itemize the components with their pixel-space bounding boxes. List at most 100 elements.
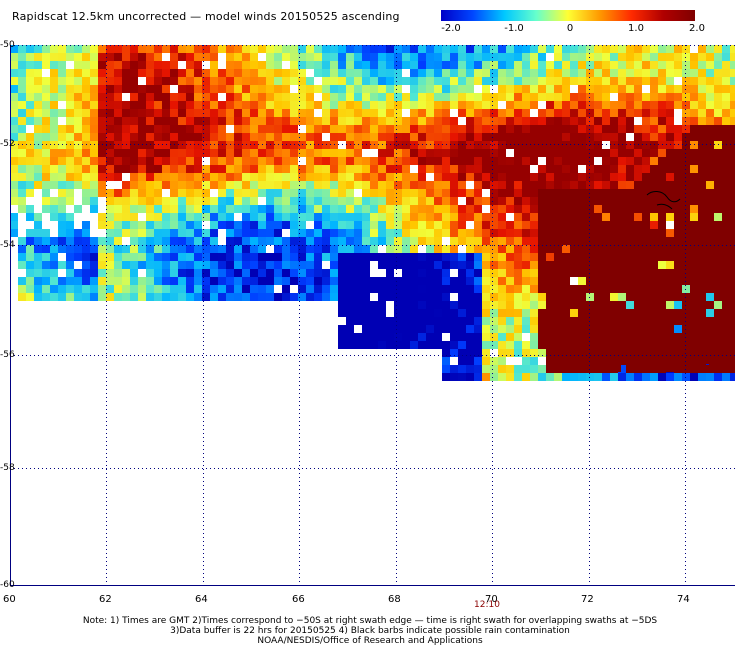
wind-cell [618,85,626,93]
wind-cell [114,125,122,133]
wind-cell [474,309,482,317]
wind-cell [594,69,602,77]
wind-cell [554,85,562,93]
wind-cell [122,61,130,69]
wind-cell [490,277,498,285]
wind-cell [338,245,346,253]
wind-cell [442,101,450,109]
wind-cell [522,309,530,317]
mask-cell [690,325,698,333]
wind-cell [242,53,250,61]
wind-cell [458,277,466,285]
mask-cell [594,333,602,341]
wind-cell [506,301,514,309]
wind-cell [594,117,602,125]
wind-cell [338,149,346,157]
wind-cell [386,109,394,117]
mask-cell [554,341,562,349]
wind-cell [554,373,562,381]
wind-cell [394,181,402,189]
wind-cell [138,61,146,69]
mask-cell [618,269,626,277]
wind-cell [506,373,514,381]
wind-cell [314,197,322,205]
mask-cell [618,277,626,285]
mask-cell [725,340,733,348]
wind-cell [650,221,658,229]
wind-cell [394,45,402,53]
wind-cell [66,109,74,117]
mask-cell [634,325,642,333]
wind-cell [338,109,346,117]
wind-cell [506,93,514,101]
mask-cell [658,229,666,237]
wind-cell [522,61,530,69]
wind-cell [306,109,314,117]
wind-cell [162,245,170,253]
wind-cell [418,293,426,301]
wind-cell [338,333,346,341]
wind-cell [146,45,154,53]
wind-cell [210,101,218,109]
wind-cell [474,269,482,277]
wind-cell [178,213,186,221]
mask-cell [722,301,730,309]
wind-cell [386,181,394,189]
wind-cell [562,61,570,69]
wind-cell [106,197,114,205]
wind-cell [426,69,434,77]
wind-cell [650,117,658,125]
wind-cell [194,61,202,69]
wind-cell [170,189,178,197]
wind-cell [194,245,202,253]
wind-cell [162,93,170,101]
wind-cell [354,341,362,349]
wind-cell [234,165,242,173]
wind-cell [290,277,298,285]
wind-cell [490,69,498,77]
wind-cell [34,277,42,285]
wind-cell [114,197,122,205]
wind-cell [82,149,90,157]
wind-cell [514,269,522,277]
wind-cell [674,133,682,141]
mask-cell [565,348,573,356]
wind-cell [98,117,106,125]
wind-cell [370,317,378,325]
wind-cell [290,189,298,197]
wind-cell [290,197,298,205]
wind-cell [498,365,506,373]
wind-cell [58,245,66,253]
wind-cell [274,165,282,173]
wind-cell [514,173,522,181]
wind-cell [498,309,506,317]
wind-cell [370,101,378,109]
wind-cell [474,181,482,189]
wind-cell [26,93,34,101]
mask-cell [714,325,722,333]
mask-cell [642,277,650,285]
wind-cell [706,181,714,189]
mask-cell [554,253,562,261]
wind-cell [90,125,98,133]
wind-cell [730,93,735,101]
mask-cell [570,229,578,237]
wind-cell [466,365,474,373]
wind-cell [362,125,370,133]
mask-cell [722,221,730,229]
wind-cell [330,181,338,189]
wind-cell [42,125,50,133]
wind-cell [266,269,274,277]
wind-cell [138,181,146,189]
wind-cell [250,77,258,85]
wind-cell [210,61,218,69]
wind-cell [138,197,146,205]
wind-cell [274,269,282,277]
wind-cell [690,205,698,213]
wind-cell [458,253,466,261]
wind-cell [498,349,506,357]
wind-cell [250,69,258,77]
wind-cell [58,261,66,269]
wind-cell [210,205,218,213]
wind-cell [386,221,394,229]
